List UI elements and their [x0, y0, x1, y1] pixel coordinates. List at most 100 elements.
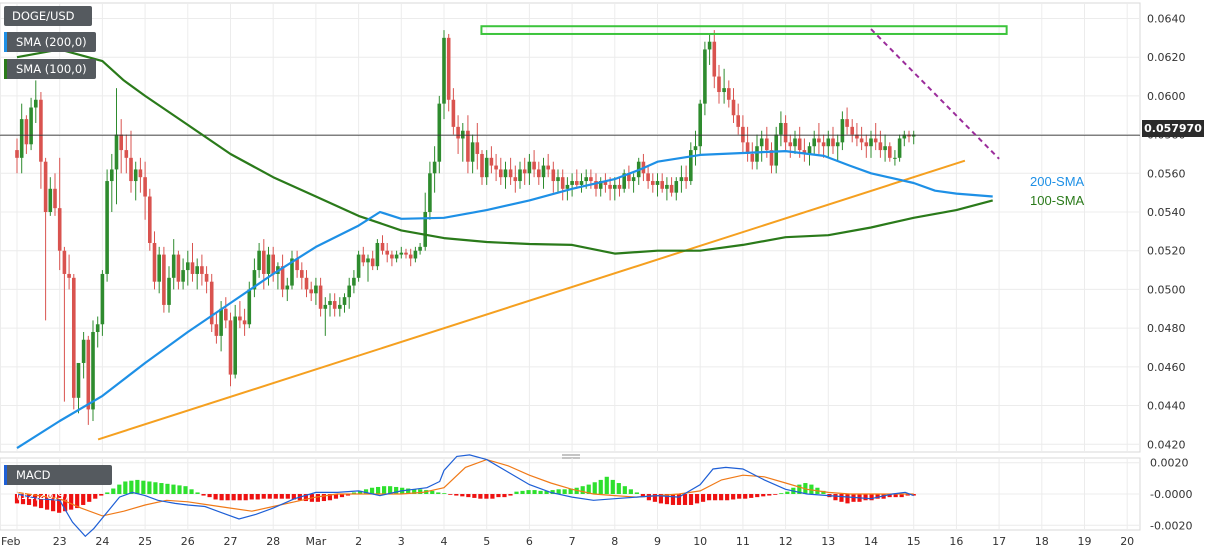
candle-body — [802, 150, 807, 154]
candle-body — [399, 252, 404, 255]
sma200-legend[interactable]: SMA (200,0) — [4, 32, 96, 52]
candle-body — [332, 301, 337, 309]
candle-body — [347, 285, 352, 298]
candle-body — [91, 332, 95, 410]
candle-body — [489, 157, 494, 166]
macd-histogram-bar — [291, 494, 296, 500]
macd-histogram-bar — [105, 492, 110, 494]
macd-histogram-bar — [544, 490, 549, 494]
macd-histogram-bar — [129, 480, 134, 494]
macd-tick-label: -0.0000 — [1150, 488, 1192, 501]
macd-legend-swatch — [4, 465, 7, 485]
macd-histogram-bar — [135, 479, 140, 494]
sma200-legend-label: SMA (200,0) — [16, 35, 87, 49]
candle-body — [71, 277, 76, 398]
candle-body — [498, 169, 503, 178]
macd-histogram-bar — [797, 484, 802, 494]
candle-body — [613, 184, 617, 189]
candle-body — [114, 134, 119, 170]
candle-body — [290, 258, 294, 286]
macd-histogram-bar — [369, 487, 375, 494]
macd-histogram-bar — [237, 494, 242, 501]
candle-body — [835, 142, 840, 147]
macd-histogram-bar — [141, 480, 146, 494]
symbol-label: DOGE/USD — [12, 9, 75, 23]
candle-body — [200, 266, 204, 274]
macd-histogram-bar — [26, 494, 32, 505]
macd-histogram-bar — [773, 494, 778, 495]
candle-body — [204, 273, 209, 282]
price-tick-label: 0.0560 — [1147, 167, 1186, 180]
candle-body — [186, 262, 190, 271]
sma100-legend[interactable]: SMA (100,0) — [4, 59, 96, 79]
candle-body — [466, 130, 470, 162]
macd-histogram-bar — [562, 489, 567, 494]
macd-histogram-bar — [472, 494, 477, 498]
candle-body — [679, 177, 684, 182]
candle-body — [574, 181, 579, 185]
macd-histogram-bar — [123, 481, 128, 494]
candle-body — [869, 138, 873, 147]
macd-histogram-bar — [899, 494, 904, 498]
overlays — [0, 25, 1140, 450]
x-tick-label: 16 — [949, 535, 963, 548]
macd-histogram-bar — [147, 481, 152, 494]
x-tick-label: 15 — [907, 535, 921, 548]
x-tick-label: 14 — [864, 535, 878, 548]
candle-body — [551, 169, 556, 182]
macd-histogram-bar — [694, 494, 700, 504]
candle-body — [147, 196, 152, 243]
candle-body — [503, 169, 508, 178]
candle-body — [560, 177, 565, 189]
macd-histogram-bar — [333, 494, 339, 499]
macd-histogram-bar — [755, 494, 760, 498]
macd-histogram-bar — [658, 494, 664, 504]
macd-histogram-bar — [406, 488, 411, 494]
macd-histogram-bar — [911, 494, 916, 496]
candle-body — [727, 88, 731, 100]
macd-histogram-bar — [315, 494, 320, 502]
candle-body — [162, 254, 166, 305]
candle-body — [646, 173, 650, 182]
candle-body — [484, 157, 489, 178]
macd-histogram-bar — [845, 494, 850, 504]
sma100-legend-swatch — [4, 59, 7, 79]
candle-body — [631, 177, 636, 182]
candle-body — [214, 324, 219, 336]
macd-histogram-bar — [183, 486, 188, 494]
macd-legend-label: MACD (12,26,9) — [16, 468, 69, 502]
macd-histogram-bar — [568, 488, 573, 494]
macd-histogram-bar — [111, 488, 116, 494]
candle-body — [228, 320, 233, 375]
price-tick-label: 0.0520 — [1147, 245, 1186, 258]
macd-histogram-bar — [719, 494, 724, 501]
candle-body — [556, 177, 560, 182]
candle-body — [532, 161, 536, 170]
candle-body — [707, 41, 712, 50]
candle-body — [190, 262, 195, 274]
candle-body — [176, 254, 181, 282]
candle-body — [812, 138, 817, 147]
macd-histogram-bar — [863, 494, 868, 501]
x-tick-label: Mar — [306, 535, 327, 548]
candle-body — [318, 285, 323, 309]
candle-body — [109, 169, 114, 182]
macd-histogram-bar — [700, 494, 706, 502]
candle-body — [224, 308, 228, 321]
candle-body — [717, 76, 721, 93]
candle-body — [356, 254, 361, 278]
candle-body — [67, 273, 71, 278]
candle-body — [627, 173, 631, 182]
candle-body — [57, 208, 62, 251]
symbol-legend[interactable]: DOGE/USD — [4, 6, 92, 26]
macd-histogram-bar — [622, 486, 627, 494]
macd-histogram-bar — [303, 494, 308, 502]
candle-body — [413, 250, 418, 259]
x-tick-label: Feb — [1, 535, 20, 548]
macd-legend[interactable]: MACD (12,26,9) — [4, 465, 112, 502]
x-tick-label: 3 — [398, 535, 405, 548]
candle-body — [295, 258, 299, 271]
candle-body — [873, 138, 878, 143]
macd-histogram-bar — [604, 476, 609, 494]
